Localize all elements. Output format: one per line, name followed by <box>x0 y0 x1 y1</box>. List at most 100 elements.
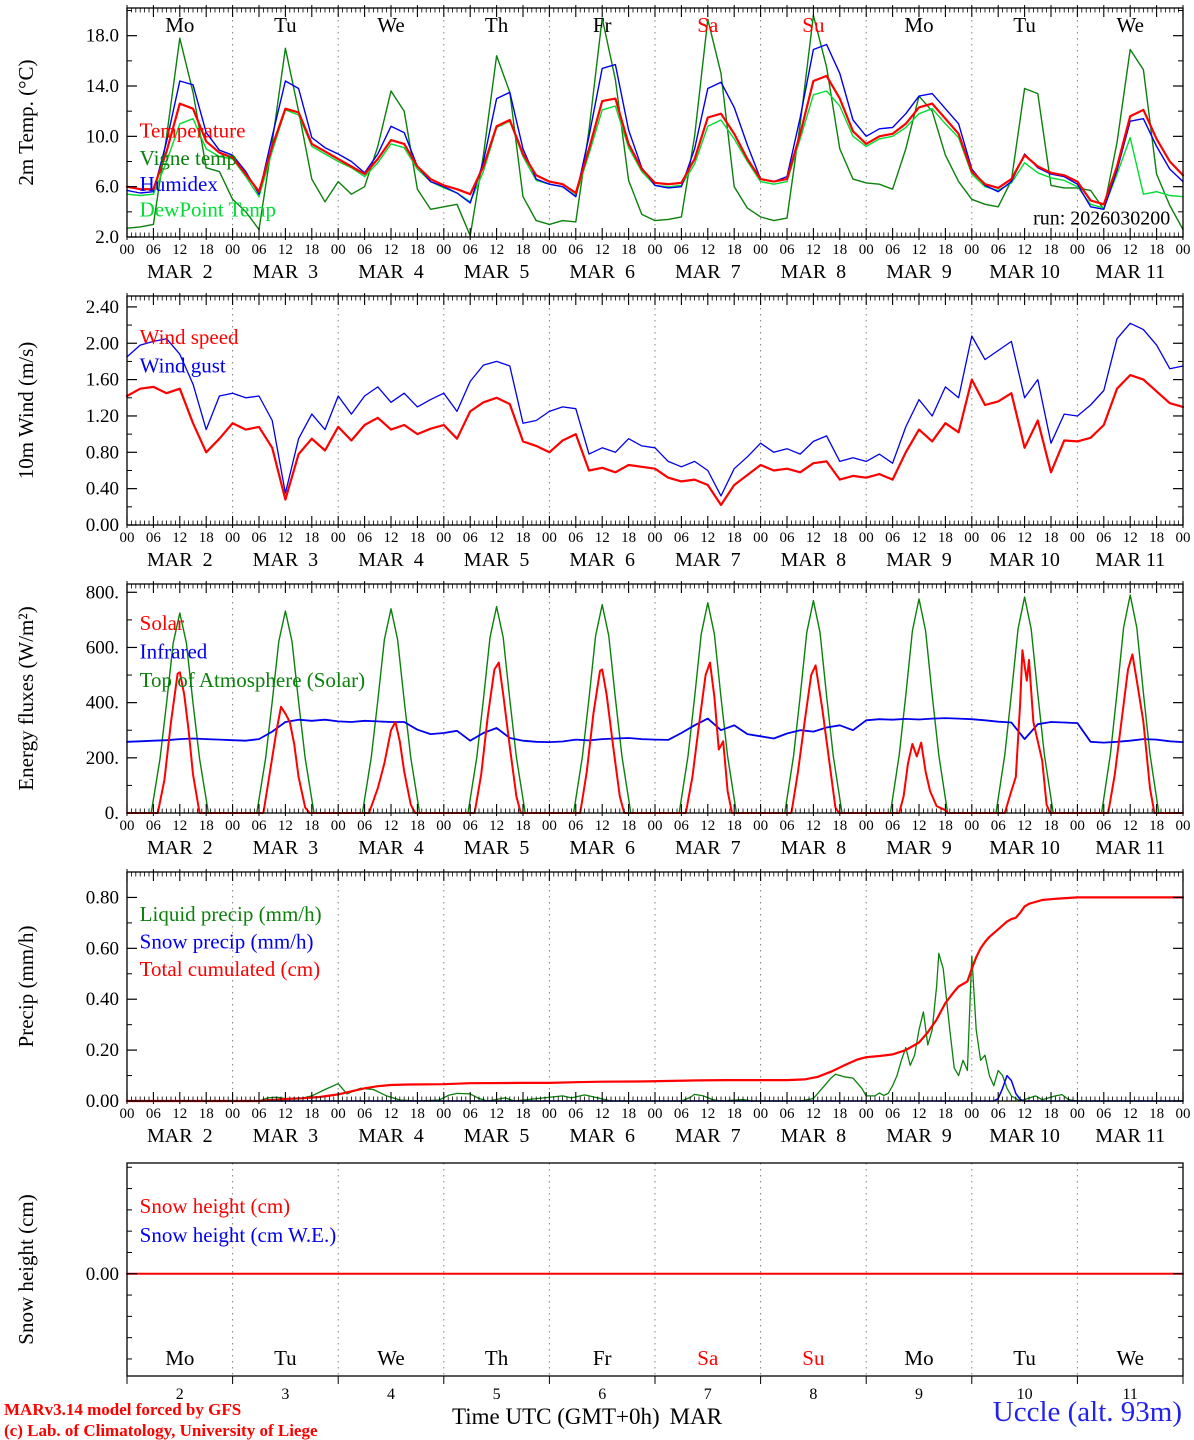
hour-label: 18 <box>516 818 531 834</box>
date-label: MAR 9 <box>886 837 952 859</box>
weekday-label: Su <box>802 1346 825 1370</box>
weekday-label: Tu <box>1013 1346 1036 1370</box>
hour-label: 00 <box>331 530 346 546</box>
y-axis-title-temp2m: 2m Temp. (°C) <box>14 59 38 185</box>
hour-label: 00 <box>225 242 240 258</box>
hour-label: 06 <box>885 530 901 546</box>
hour-label: 12 <box>1017 242 1032 258</box>
hour-label: 00 <box>331 242 346 258</box>
y-tick-label: 400. <box>86 693 119 714</box>
y-tick-label: 18.0 <box>86 26 119 47</box>
date-label: MAR 11 <box>1095 1125 1165 1147</box>
date-label: MAR 9 <box>886 1125 952 1147</box>
hour-label: 12 <box>278 1106 293 1122</box>
date-label: MAR 11 <box>1095 549 1165 571</box>
hour-label: 12 <box>1017 530 1032 546</box>
day-number: 11 <box>1122 1386 1137 1400</box>
hour-label: 00 <box>859 530 874 546</box>
hour-label: 00 <box>120 1106 135 1122</box>
day-number: 7 <box>704 1386 712 1400</box>
weekday-label: Mo <box>165 1346 194 1370</box>
hour-label: 18 <box>199 530 214 546</box>
hour-label: 12 <box>700 1106 715 1122</box>
hour-label: 12 <box>489 530 504 546</box>
hour-label: 06 <box>568 530 584 546</box>
hour-label: 18 <box>1044 1106 1059 1122</box>
hour-label: 00 <box>648 1106 663 1122</box>
hour-label: 18 <box>727 530 742 546</box>
humidex-line <box>126 43 1184 211</box>
hour-label: 06 <box>1096 818 1112 834</box>
hour-label: 00 <box>1070 818 1085 834</box>
hour-label: 12 <box>700 818 715 834</box>
y-tick-label: 0.00 <box>86 515 119 536</box>
hour-label: 00 <box>225 818 240 834</box>
date-label: MAR 7 <box>675 837 741 859</box>
solar-line <box>126 649 1184 814</box>
hour-label: 00 <box>542 242 557 258</box>
hour-label: 06 <box>780 1106 796 1122</box>
hour-label: 06 <box>357 530 373 546</box>
hour-label: 06 <box>780 242 796 258</box>
date-label: MAR 5 <box>464 549 530 571</box>
model-credit-line1: MARv3.14 model forced by GFS <box>4 1400 242 1419</box>
hour-label: 18 <box>938 818 953 834</box>
hour-label: 18 <box>621 242 636 258</box>
hour-label: 12 <box>912 818 927 834</box>
hour-label: 12 <box>489 1106 504 1122</box>
legend-wind-speed: Wind speed <box>140 325 239 349</box>
legend-snow-height-cm-: Snow height (cm) <box>140 1194 290 1218</box>
hour-label: 12 <box>384 242 399 258</box>
hour-label: 12 <box>595 1106 610 1122</box>
hour-label: 00 <box>964 818 979 834</box>
hour-label: 06 <box>357 242 373 258</box>
hour-label: 18 <box>938 242 953 258</box>
date-label: MAR 3 <box>253 837 319 859</box>
hour-label: 06 <box>252 1106 268 1122</box>
hour-label: 00 <box>859 242 874 258</box>
y-tick-label: 0.00 <box>86 1091 119 1112</box>
hour-label: 18 <box>304 1106 319 1122</box>
hour-label: 06 <box>780 818 796 834</box>
hour-label: 00 <box>331 818 346 834</box>
hour-label: 06 <box>146 530 162 546</box>
hour-label: 06 <box>885 818 901 834</box>
hour-label: 18 <box>1044 530 1059 546</box>
wind-gust-line <box>126 322 1184 497</box>
date-label: MAR 10 <box>989 837 1060 859</box>
day-number: 4 <box>387 1386 395 1400</box>
legend-total-cumulated-cm-: Total cumulated (cm) <box>140 957 320 981</box>
hour-label: 06 <box>568 818 584 834</box>
hour-label: 00 <box>120 530 135 546</box>
hour-label: 06 <box>252 530 268 546</box>
hour-label: 12 <box>384 1106 399 1122</box>
hour-label: 18 <box>1149 818 1164 834</box>
hour-label: 06 <box>674 818 690 834</box>
y-tick-label: 2.0 <box>95 227 119 248</box>
weekday-label: Fr <box>593 13 612 37</box>
hour-label: 06 <box>1096 1106 1112 1122</box>
hour-label: 12 <box>172 1106 187 1122</box>
date-label: MAR 2 <box>147 837 213 859</box>
weekday-label: Th <box>485 1346 509 1370</box>
hour-label: 18 <box>304 818 319 834</box>
hour-label: 06 <box>463 530 479 546</box>
legend-snow-precip-mm-h-: Snow precip (mm/h) <box>140 930 314 954</box>
hour-label: 18 <box>516 1106 531 1122</box>
hour-label: 12 <box>806 1106 821 1122</box>
hour-label: 12 <box>489 818 504 834</box>
hour-label: 12 <box>912 530 927 546</box>
hour-label: 00 <box>120 818 135 834</box>
hour-label: 12 <box>1123 242 1138 258</box>
hour-label: 18 <box>621 1106 636 1122</box>
y-tick-label: 0.40 <box>86 479 119 500</box>
y-tick-label: 6.0 <box>95 177 119 198</box>
y-tick-label: 600. <box>86 637 119 658</box>
model-credit-line2: (c) Lab. of Climatology, University of L… <box>4 1421 318 1440</box>
hour-label: 18 <box>410 1106 425 1122</box>
date-label: MAR 3 <box>253 261 319 283</box>
meteogram-chart: 2.0 6.0 10.0 14.0 18.0 00 06 12 18 MAR 2 00 06 12 18 M… <box>14 5 1191 1400</box>
weekday-label: Mo <box>165 13 194 37</box>
hour-label: 18 <box>832 530 847 546</box>
y-tick-label: 0.60 <box>86 938 119 959</box>
